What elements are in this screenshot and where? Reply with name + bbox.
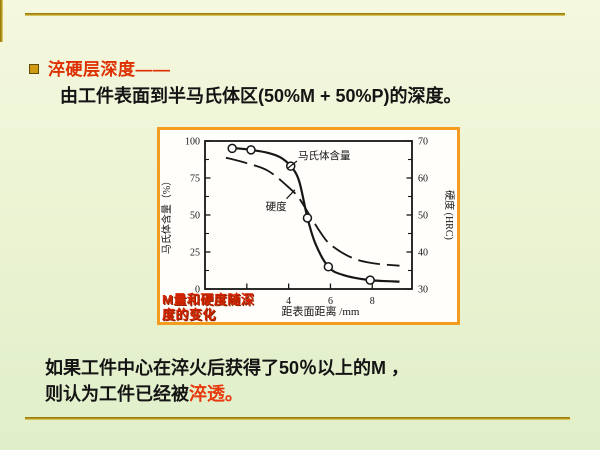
left-corner-rule	[0, 0, 3, 42]
svg-text:100: 100	[185, 137, 200, 148]
body-line1: 如果工件中心在淬火后获得了50％以上的M ，	[45, 358, 410, 378]
quench-through-highlight: 淬透。	[189, 384, 243, 404]
body-line2: 则认为工件已经被淬透。	[45, 381, 409, 407]
svg-text:距表面距离 /mm: 距表面距离 /mm	[282, 304, 360, 318]
svg-text:75: 75	[190, 174, 200, 185]
svg-text:硬度: 硬度	[266, 200, 287, 213]
svg-text:马氏体含量: 马氏体含量	[298, 149, 351, 162]
figure-caption-line1: M量和硬度随深	[162, 292, 255, 307]
svg-text:60: 60	[418, 174, 428, 185]
bullet-square	[29, 64, 39, 74]
svg-text:50: 50	[190, 211, 200, 222]
svg-text:马氏体含量（%）: 马氏体含量（%）	[160, 176, 173, 254]
svg-text:4: 4	[286, 296, 291, 307]
definition-text: 由工件表面到半马氏体区(50%M + 50%P)的深度。	[60, 86, 462, 106]
svg-text:0: 0	[195, 285, 200, 296]
svg-text:硬度 (HRC): 硬度 (HRC)	[443, 190, 456, 240]
svg-text:30: 30	[418, 285, 428, 296]
bottom-rule	[25, 417, 570, 420]
svg-text:50: 50	[418, 211, 428, 222]
slide-title: 淬硬层深度——	[48, 60, 171, 79]
svg-text:25: 25	[190, 248, 200, 259]
body-line2-prefix: 则认为工件已经被	[45, 384, 189, 404]
svg-text:70: 70	[418, 137, 428, 148]
svg-text:40: 40	[418, 248, 428, 259]
svg-text:6: 6	[328, 296, 333, 307]
svg-text:8: 8	[370, 296, 375, 307]
figure-box: 4 6 8 0 25 50 75 100 30 40 50 60 70 马氏体含量硬度距表面距离 /mm 马…	[157, 127, 460, 325]
top-rule	[25, 13, 565, 16]
figure-caption: M量和硬度随深 度的变化	[162, 292, 254, 322]
body-text: 如果工件中心在淬火后获得了50％以上的M ， 则认为工件已经被淬透。	[45, 355, 409, 407]
figure-caption-line2: 度的变化	[162, 307, 217, 322]
